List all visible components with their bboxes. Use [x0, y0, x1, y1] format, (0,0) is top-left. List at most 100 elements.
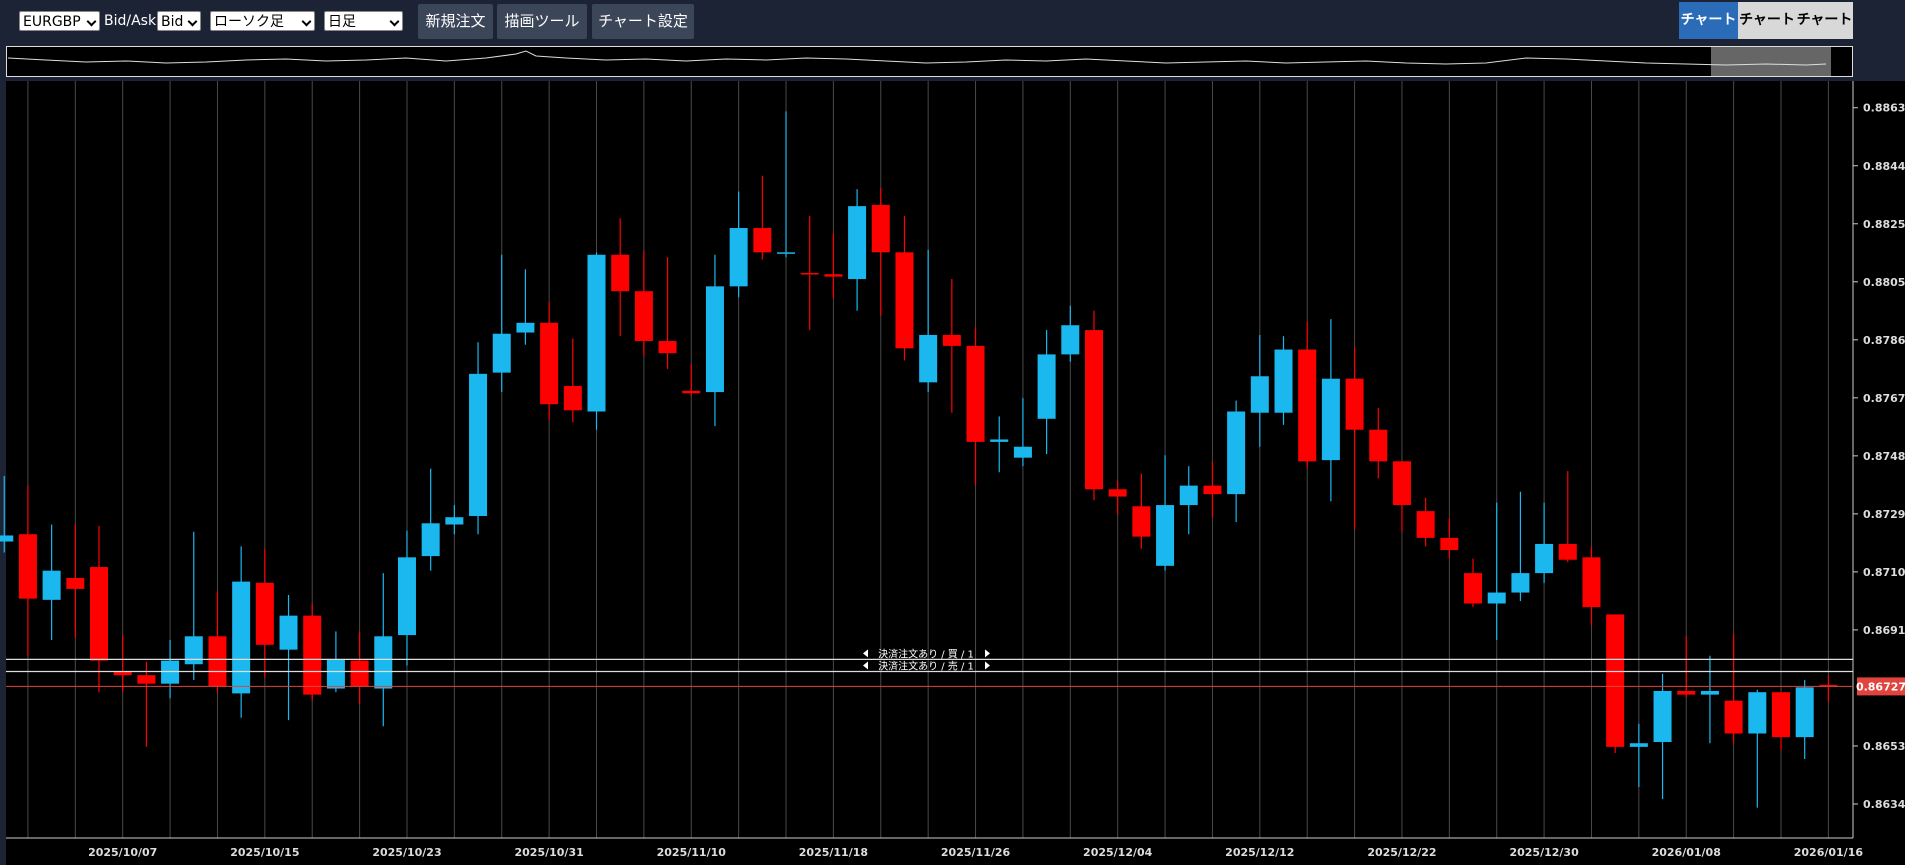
candle-body	[421, 523, 440, 557]
candle-body	[1416, 511, 1435, 538]
candle-body	[990, 439, 1009, 442]
price-type-label: Bid/Ask	[104, 13, 157, 29]
x-tick-label: 2025/10/07	[88, 846, 157, 859]
timeframe-select[interactable]: 日足	[324, 11, 403, 31]
candle-body	[326, 659, 345, 689]
candle-body	[1345, 378, 1364, 430]
y-tick-label: 0.88059	[1863, 276, 1905, 289]
y-tick-label: 0.87868	[1863, 334, 1905, 347]
price-type-select[interactable]: Bid	[157, 11, 201, 31]
candle-body	[1440, 537, 1459, 551]
order-arrow-right	[985, 661, 990, 670]
x-tick-label: 2025/10/23	[372, 846, 441, 859]
navigator-window[interactable]	[1711, 47, 1831, 76]
x-tick-label: 2026/01/16	[1794, 846, 1864, 859]
order-line-label: 決済注文あり / 売 / 1	[878, 660, 974, 673]
candle-body	[563, 385, 582, 411]
current-price-label: 0.86727	[1856, 680, 1905, 693]
candle-body	[469, 373, 488, 517]
candle-body	[1772, 692, 1790, 738]
candle-body	[1558, 543, 1577, 560]
order-arrow-right	[985, 649, 990, 658]
candle-body	[540, 322, 559, 405]
symbol-select[interactable]: EURGBP	[19, 11, 100, 31]
candle-body	[1724, 700, 1743, 734]
candle-body	[279, 615, 298, 650]
candle-body	[919, 334, 938, 383]
candle-body	[1132, 506, 1151, 537]
candle-body	[374, 636, 393, 689]
x-tick-label: 2025/10/15	[230, 846, 299, 859]
chart-tab[interactable]: チャート3	[1796, 2, 1853, 65]
candle-body	[848, 206, 867, 280]
y-tick-label: 0.87677	[1863, 392, 1905, 405]
chart-style-select[interactable]: ローソク足	[210, 11, 315, 31]
order-line-label: 決済注文あり / 買 / 1	[878, 647, 974, 660]
new-order-button[interactable]: 新規注文	[418, 4, 493, 39]
candle-body	[208, 636, 227, 687]
candle-body	[397, 557, 416, 636]
candle-body	[1203, 485, 1222, 495]
x-tick-label: 2025/11/10	[657, 846, 727, 859]
navigator[interactable]	[6, 46, 1853, 77]
candle-body	[611, 254, 630, 292]
x-tick-label: 2025/12/22	[1367, 846, 1436, 859]
candle-body	[895, 252, 914, 349]
candle-body	[1464, 573, 1483, 604]
candle-body	[1748, 692, 1767, 734]
candle-body	[658, 341, 677, 354]
candle-body	[1369, 429, 1388, 462]
candle-body	[966, 345, 985, 442]
toolbar: EURGBP Bid/Ask Bid ローソク足 日足 新規注文 描画ツール チ…	[0, 0, 1905, 65]
candle-body	[1013, 446, 1032, 458]
y-tick-label: 0.86531	[1863, 740, 1905, 753]
candle-body	[1108, 489, 1127, 497]
candle-body	[90, 567, 109, 661]
x-tick-label: 2025/11/26	[941, 846, 1011, 859]
candle-body	[516, 322, 535, 333]
candle-body	[1037, 354, 1056, 419]
drawing-tool-button[interactable]: 描画ツール	[497, 4, 587, 39]
candle-body	[634, 291, 653, 342]
y-tick-label: 0.88441	[1863, 160, 1905, 173]
candle-body	[1606, 614, 1625, 747]
candle-body	[942, 334, 961, 346]
candle-body	[42, 570, 61, 600]
candle-body	[800, 272, 819, 275]
x-tick-label: 2025/12/12	[1225, 846, 1294, 859]
candle-body	[824, 274, 843, 277]
candle-body	[1677, 690, 1696, 695]
y-tick-label: 0.87295	[1863, 508, 1905, 521]
candle-body	[1535, 543, 1554, 574]
candle-body	[445, 517, 464, 525]
candle-body	[1392, 461, 1411, 506]
candle-body	[1653, 690, 1672, 743]
current-price-box	[1857, 677, 1905, 696]
y-tick-label: 0.87486	[1863, 450, 1905, 463]
candle-body	[1487, 592, 1506, 604]
chart-settings-button[interactable]: チャート設定	[592, 4, 694, 39]
candle-body	[1321, 378, 1340, 461]
candle-body	[1274, 349, 1293, 413]
candle-body	[1700, 690, 1719, 695]
x-tick-label: 2025/10/31	[514, 846, 583, 859]
candle-body	[255, 582, 274, 645]
candle-body	[1084, 330, 1103, 490]
candle-body	[1227, 411, 1246, 495]
x-tick-label: 2025/12/30	[1509, 846, 1579, 859]
candle-body	[1819, 684, 1838, 687]
order-arrow-left	[863, 661, 868, 670]
candle-body	[753, 228, 772, 253]
y-tick-label: 0.88632	[1863, 102, 1905, 115]
candle-body	[113, 671, 132, 676]
navigator-line	[7, 50, 1827, 66]
candle-body	[137, 675, 156, 684]
chart: 2025/10/07 2025/10/15 2025/10/23 2025/10/31…	[0, 81, 1905, 865]
x-tick-label: 2025/12/04	[1083, 846, 1153, 859]
candle-body	[1156, 505, 1175, 566]
candle-body	[184, 636, 203, 665]
chart-tab[interactable]: チャート1	[1679, 2, 1738, 65]
